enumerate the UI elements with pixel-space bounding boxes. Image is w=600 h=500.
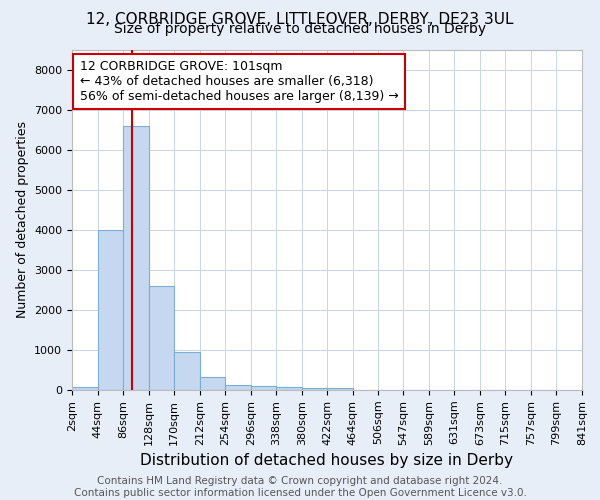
Bar	[328, 388, 353, 390]
Bar	[251, 386, 276, 390]
X-axis label: Distribution of detached houses by size in Derby: Distribution of detached houses by size …	[140, 453, 514, 468]
Text: 12 CORBRIDGE GROVE: 101sqm
← 43% of detached houses are smaller (6,318)
56% of s: 12 CORBRIDGE GROVE: 101sqm ← 43% of deta…	[80, 60, 398, 103]
Bar	[149, 286, 174, 390]
Bar	[174, 352, 200, 390]
Bar	[123, 126, 149, 390]
Bar	[225, 385, 251, 390]
Text: Contains HM Land Registry data © Crown copyright and database right 2024.
Contai: Contains HM Land Registry data © Crown c…	[74, 476, 526, 498]
Text: Size of property relative to detached houses in Derby: Size of property relative to detached ho…	[114, 22, 486, 36]
Bar	[98, 230, 123, 390]
Y-axis label: Number of detached properties: Number of detached properties	[16, 122, 29, 318]
Bar	[72, 387, 98, 390]
Bar	[200, 377, 225, 390]
Bar	[302, 388, 328, 390]
Bar	[276, 387, 302, 390]
Text: 12, CORBRIDGE GROVE, LITTLEOVER, DERBY, DE23 3UL: 12, CORBRIDGE GROVE, LITTLEOVER, DERBY, …	[86, 12, 514, 28]
